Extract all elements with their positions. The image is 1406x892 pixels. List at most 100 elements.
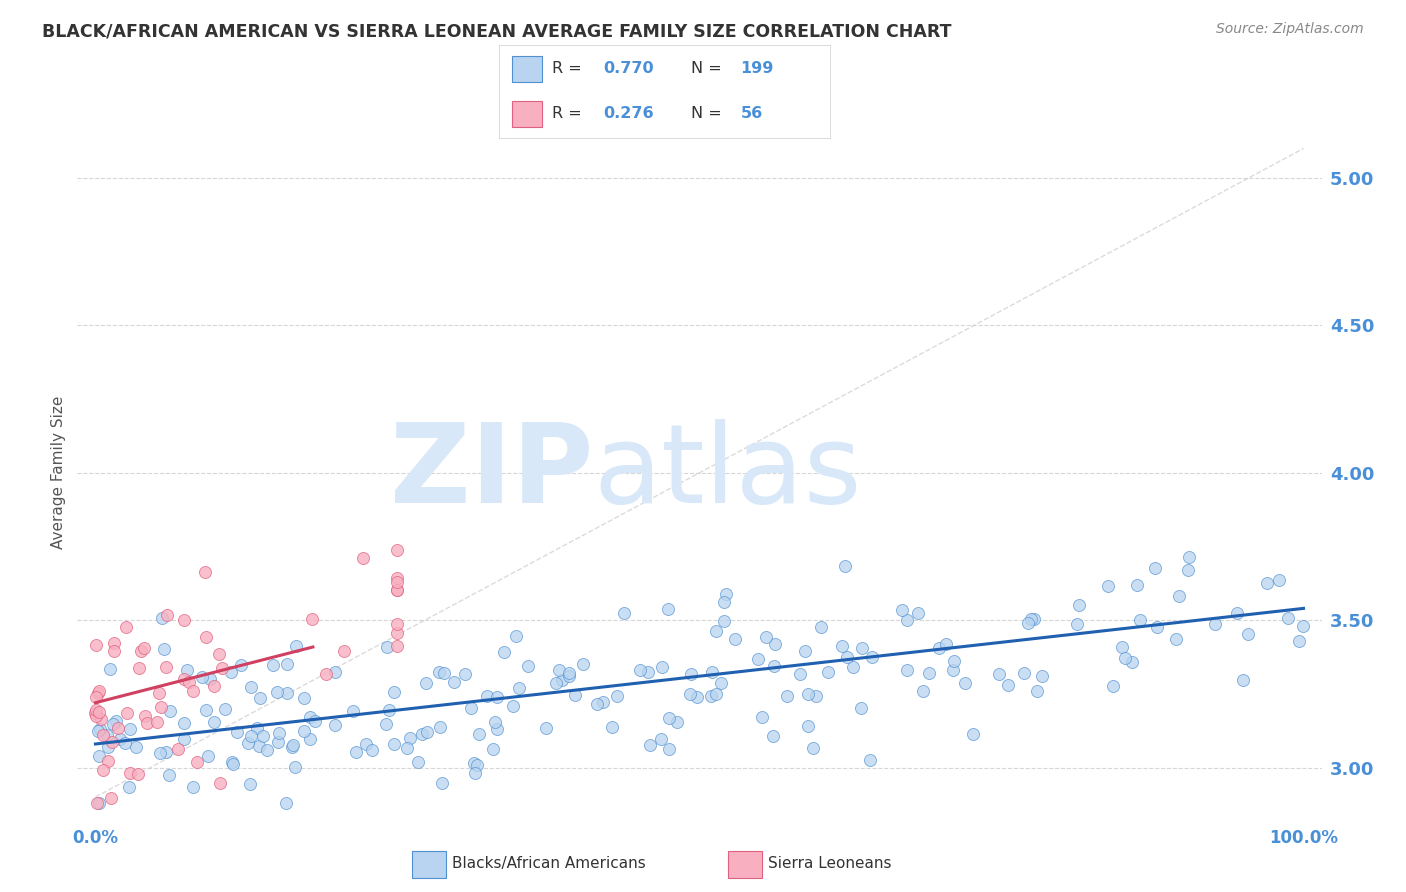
Point xyxy=(686,690,709,704)
Point xyxy=(117,780,139,794)
Point xyxy=(1167,589,1189,603)
Point xyxy=(835,650,858,665)
Point xyxy=(356,737,378,751)
Point xyxy=(1143,561,1166,575)
Point xyxy=(246,721,269,735)
Point xyxy=(202,679,225,693)
Point xyxy=(159,704,181,718)
Point xyxy=(194,703,217,717)
Point xyxy=(173,731,195,746)
Point xyxy=(387,543,409,558)
Point xyxy=(200,672,222,686)
Point xyxy=(276,686,298,700)
Point xyxy=(544,676,567,690)
Point xyxy=(209,776,232,790)
Point xyxy=(429,721,451,735)
Point xyxy=(713,615,735,629)
Point xyxy=(962,727,984,741)
Point xyxy=(239,777,262,791)
Point xyxy=(156,608,179,623)
Point xyxy=(136,716,159,731)
Point xyxy=(928,640,950,655)
Point xyxy=(557,669,579,683)
Point xyxy=(564,688,586,702)
Point xyxy=(1114,651,1136,665)
Point xyxy=(1017,616,1039,631)
Point xyxy=(817,665,839,680)
Point xyxy=(96,728,118,742)
Point xyxy=(1177,563,1199,577)
Point xyxy=(1097,579,1119,593)
Point xyxy=(150,700,173,714)
Point xyxy=(704,624,727,639)
Point xyxy=(1126,578,1149,592)
Point xyxy=(430,776,453,790)
Point xyxy=(454,666,477,681)
Point xyxy=(252,729,274,743)
Point xyxy=(195,630,218,644)
Point xyxy=(382,685,405,699)
Point xyxy=(658,741,681,756)
Point xyxy=(344,745,367,759)
Point xyxy=(558,665,581,680)
Point xyxy=(299,731,322,746)
Point xyxy=(1031,668,1053,682)
Point xyxy=(155,745,177,759)
Point xyxy=(505,629,527,643)
Point xyxy=(193,565,215,579)
Point xyxy=(776,689,799,703)
Point xyxy=(387,574,409,589)
Point xyxy=(751,710,773,724)
Point xyxy=(1022,612,1045,626)
Point xyxy=(1121,656,1143,670)
Point xyxy=(658,711,681,725)
Text: N =: N = xyxy=(690,62,727,77)
Point xyxy=(762,729,785,743)
Point xyxy=(935,636,957,650)
Text: R =: R = xyxy=(553,106,586,121)
Point xyxy=(679,687,702,701)
Point xyxy=(155,660,177,674)
Point xyxy=(87,796,110,810)
Point xyxy=(484,714,506,729)
Point xyxy=(860,650,883,665)
Point xyxy=(120,766,142,780)
Point xyxy=(177,674,200,689)
Point xyxy=(755,630,778,644)
Point xyxy=(763,637,786,651)
Point xyxy=(797,719,820,733)
Point xyxy=(208,647,231,661)
Point xyxy=(637,665,659,680)
Point xyxy=(120,723,142,737)
Point xyxy=(284,639,307,653)
Point xyxy=(502,698,524,713)
Point xyxy=(650,731,672,746)
Text: Source: ZipAtlas.com: Source: ZipAtlas.com xyxy=(1216,22,1364,37)
Point xyxy=(1166,632,1188,647)
Point xyxy=(1146,620,1168,634)
Point xyxy=(97,739,120,754)
Point xyxy=(87,724,110,739)
Point xyxy=(997,678,1019,692)
Point xyxy=(896,663,918,677)
Point xyxy=(463,756,485,770)
Point xyxy=(387,570,409,584)
Point xyxy=(103,644,125,658)
Point xyxy=(157,768,180,782)
Point xyxy=(240,680,263,694)
Point xyxy=(415,675,437,690)
Point xyxy=(460,700,482,714)
Point xyxy=(628,663,651,677)
Point xyxy=(714,587,737,601)
Point xyxy=(132,640,155,655)
Point xyxy=(485,690,508,705)
Point xyxy=(1129,613,1152,627)
Point xyxy=(360,743,382,757)
Point xyxy=(1277,611,1299,625)
Point xyxy=(87,684,110,698)
Point xyxy=(90,712,112,726)
Point xyxy=(699,689,721,703)
Point xyxy=(851,640,873,655)
Point xyxy=(842,660,865,674)
Point xyxy=(907,606,929,620)
